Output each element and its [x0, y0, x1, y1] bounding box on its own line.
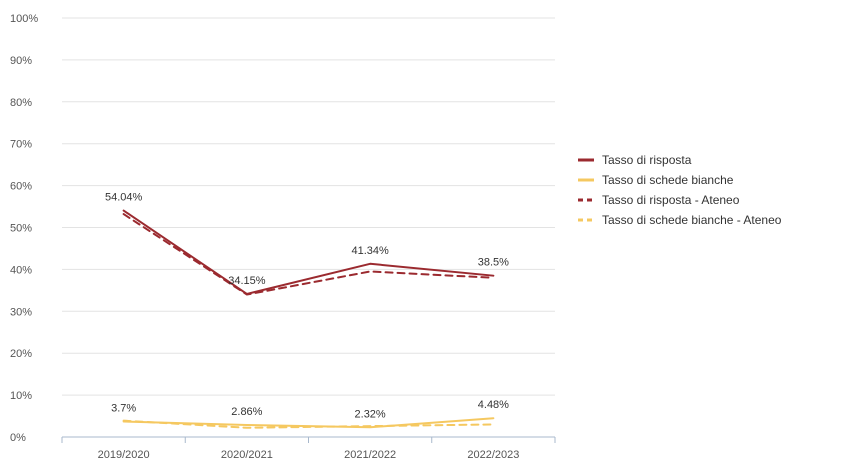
y-tick-label: 100%	[10, 13, 38, 25]
series-line	[122, 209, 495, 295]
y-tick-label: 30%	[10, 306, 32, 318]
y-tick-label: 90%	[10, 55, 32, 67]
legend-label: Tasso di schede bianche - Ateneo	[602, 213, 782, 227]
x-tick-label: 2020/2021	[221, 449, 273, 461]
legend: Tasso di risposta Tasso di schede bianche…	[578, 153, 782, 227]
legend-label: Tasso di risposta - Ateneo	[602, 193, 740, 207]
data-label: 3.7%	[111, 402, 136, 414]
x-tick-label: 2021/2022	[344, 449, 396, 461]
data-label: 4.48%	[478, 399, 509, 411]
series-layer	[122, 209, 495, 429]
x-tick-label: 2022/2023	[467, 449, 519, 461]
y-tick-label: 80%	[10, 97, 32, 109]
data-label: 34.15%	[228, 275, 266, 287]
grid-layer	[62, 17, 555, 438]
x-tick-label: 2019/2020	[98, 449, 150, 461]
y-tick-label: 10%	[10, 390, 32, 402]
data-label: 2.32%	[355, 408, 386, 420]
data-label: 54.04%	[105, 192, 143, 204]
y-tick-label: 50%	[10, 223, 32, 235]
y-tick-label: 20%	[10, 348, 32, 360]
data-label: 41.34%	[351, 245, 389, 257]
data-label: 38.5%	[478, 257, 509, 269]
y-tick-label: 60%	[10, 181, 32, 193]
x-axis-ticks: 2019/2020 2020/2021 2021/2022 2022/2023	[61, 437, 556, 461]
y-tick-label: 70%	[10, 139, 32, 151]
series-line	[122, 417, 495, 429]
series-line	[122, 213, 495, 296]
legend-label: Tasso di schede bianche	[602, 173, 734, 187]
y-axis-ticks: 0% 10% 20% 30% 40% 50% 60% 70% 80% 90% 100%	[10, 13, 38, 444]
data-labels: 54.04% 34.15% 41.34% 38.5% 3.7% 2.86% 2.32% 4.4…	[105, 192, 509, 421]
y-tick-label: 40%	[10, 264, 32, 276]
data-label: 2.86%	[231, 406, 262, 418]
legend-label: Tasso di risposta	[602, 153, 692, 167]
y-tick-label: 0%	[10, 432, 26, 444]
